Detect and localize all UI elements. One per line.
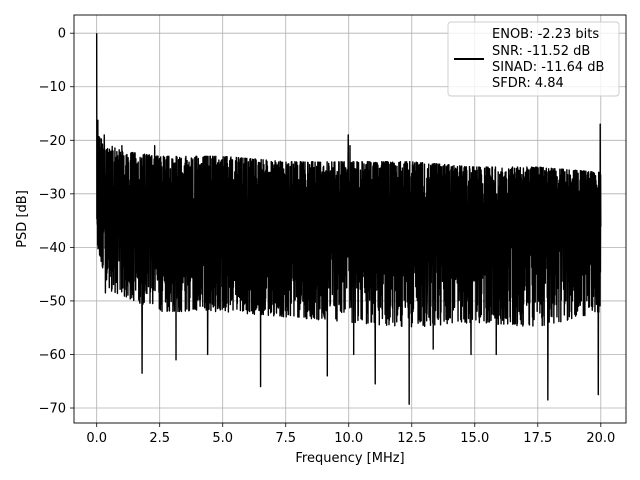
y-tick-label: 0	[58, 27, 66, 42]
y-tick-label: −70	[39, 402, 66, 417]
y-tick-label: −10	[39, 80, 66, 95]
y-axis-label: PSD [dB]	[15, 190, 30, 248]
x-tick-label: 0.0	[86, 431, 107, 446]
legend-line-sinad: SINAD: -11.64 dB	[492, 60, 604, 75]
psd-series-line	[95, 33, 602, 405]
legend-line-enob: ENOB: -2.23 bits	[492, 27, 599, 42]
legend-box	[447, 21, 620, 97]
x-tick-label: 2.5	[149, 431, 170, 446]
y-tick-label: −20	[39, 134, 66, 149]
y-tick-label: −60	[39, 348, 66, 363]
legend: ENOB: -2.23 bits SNR: -11.52 dB SINAD: -…	[447, 21, 620, 97]
legend-line-sfdr: SFDR: 4.84	[492, 76, 564, 91]
x-tick-label: 5.0	[212, 431, 233, 446]
x-tick-label: 12.5	[397, 431, 426, 446]
x-axis-ticks: 0.0 2.5 5.0 7.5 10.0 12.5 15.0 17.5 20.0	[86, 423, 615, 446]
y-axis-ticks: 0 −10 −20 −30 −40 −50 −60 −70	[39, 27, 74, 417]
y-tick-label: −40	[39, 241, 66, 256]
legend-line-snr: SNR: -11.52 dB	[492, 44, 590, 59]
y-tick-label: −30	[39, 187, 66, 202]
x-tick-label: 7.5	[275, 431, 296, 446]
x-axis-label: Frequency [MHz]	[295, 451, 404, 466]
x-tick-label: 17.5	[523, 431, 552, 446]
y-tick-label: −50	[39, 294, 66, 309]
axes-frame	[73, 14, 627, 424]
x-tick-label: 20.0	[586, 431, 615, 446]
x-tick-label: 15.0	[460, 431, 489, 446]
x-tick-label: 10.0	[334, 431, 363, 446]
plot-area	[95, 33, 602, 405]
